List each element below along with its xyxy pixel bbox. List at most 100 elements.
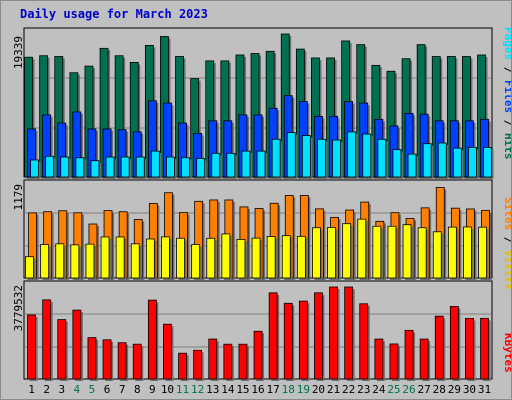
bar-sites-day-7 xyxy=(115,236,125,279)
bar-pages-day-16 xyxy=(256,150,266,178)
bar-sites-day-8 xyxy=(130,243,140,279)
bar-pages-day-3 xyxy=(60,156,70,178)
bar-kbytes-day-28 xyxy=(434,315,444,380)
chart-title: Daily usage for March 2023 xyxy=(20,7,208,21)
bar-kbytes-day-8 xyxy=(132,343,142,380)
bar-sites-day-20 xyxy=(312,227,321,279)
bar-kbytes-day-24 xyxy=(374,338,384,380)
bar-kbytes-day-10 xyxy=(163,323,172,380)
bar-kbytes-day-20 xyxy=(314,292,323,380)
x-tick-label: 4 xyxy=(74,383,81,396)
bar-pages-day-17 xyxy=(271,138,281,178)
bar-sites-day-6 xyxy=(100,236,110,279)
legend-visits: Visits xyxy=(502,250,511,290)
bar-sites-day-29 xyxy=(447,226,457,279)
bar-sites-day-13 xyxy=(206,237,216,279)
x-tick-label: 5 xyxy=(89,383,96,396)
bar-sites-day-1 xyxy=(25,256,34,279)
bar-pages-day-4 xyxy=(75,157,85,178)
bar-kbytes-day-14 xyxy=(223,343,233,380)
bar-kbytes-day-27 xyxy=(419,338,429,380)
bar-pages-day-14 xyxy=(226,152,236,178)
x-tick-label: 15 xyxy=(236,383,249,396)
x-tick-label: 20 xyxy=(312,383,325,396)
x-tick-label: 13 xyxy=(206,383,219,396)
bar-sites-day-11 xyxy=(176,237,185,279)
x-tick-label: 26 xyxy=(402,383,415,396)
bar-sites-day-23 xyxy=(357,218,367,279)
bar-sites-day-17 xyxy=(266,236,276,279)
legend-top: Pages / Files / Hits xyxy=(502,27,511,160)
legend-sites: Sites xyxy=(502,197,511,230)
bar-pages-day-23 xyxy=(362,133,372,178)
x-tick-label: 31 xyxy=(478,383,491,396)
bar-sites-day-2 xyxy=(40,244,50,279)
bar-pages-day-2 xyxy=(45,155,55,178)
x-axis-labels: 1 2 3 4 5 6 7 8 9 10 11 12 13 14 15 16 17 18 19 20 21 22 23 24 2… xyxy=(28,383,491,396)
x-tick-label: 11 xyxy=(176,383,189,396)
bar-kbytes-day-6 xyxy=(102,339,112,380)
bar-sites-day-18 xyxy=(281,235,291,279)
bar-pages-day-26 xyxy=(407,153,417,178)
bar-pages-day-24 xyxy=(377,138,387,178)
bar-kbytes-day-7 xyxy=(117,342,127,380)
bar-pages-day-18 xyxy=(286,132,296,178)
bar-sites-day-22 xyxy=(342,223,352,279)
bar-sites-day-16 xyxy=(251,237,261,279)
ymax-label-bottom: 3779532 xyxy=(12,285,25,331)
bar-pages-day-22 xyxy=(347,131,357,178)
bar-kbytes-day-3 xyxy=(57,319,67,380)
bar-pages-day-29 xyxy=(452,147,462,178)
bar-kbytes-day-22 xyxy=(344,286,354,380)
bar-pages-day-10 xyxy=(166,156,175,178)
bars xyxy=(24,33,494,381)
bar-sites-day-4 xyxy=(70,244,80,279)
bar-pages-day-21 xyxy=(332,139,341,178)
bar-pages-day-25 xyxy=(392,149,402,178)
bar-kbytes-day-9 xyxy=(147,299,157,380)
x-tick-label: 10 xyxy=(161,383,174,396)
bar-pages-day-27 xyxy=(422,143,432,178)
x-tick-label: 8 xyxy=(134,383,141,396)
x-tick-label: 1 xyxy=(28,383,35,396)
bar-kbytes-day-21 xyxy=(329,286,338,380)
bar-sites-day-21 xyxy=(327,227,336,279)
x-tick-label: 21 xyxy=(327,383,340,396)
bar-sites-day-10 xyxy=(161,236,170,279)
legend-sep: / xyxy=(502,230,511,250)
bar-pages-day-30 xyxy=(468,147,477,178)
x-tick-label: 30 xyxy=(463,383,476,396)
bar-sites-day-5 xyxy=(85,243,95,279)
bar-pages-day-7 xyxy=(120,156,130,178)
x-tick-label: 17 xyxy=(267,383,280,396)
bar-kbytes-day-11 xyxy=(178,352,187,380)
bar-kbytes-day-13 xyxy=(208,338,218,380)
bar-kbytes-day-19 xyxy=(298,300,308,380)
bar-kbytes-day-29 xyxy=(449,306,459,380)
bar-sites-day-30 xyxy=(463,226,472,279)
ymax-label-middle: 1179 xyxy=(12,184,25,211)
bar-sites-day-15 xyxy=(236,238,246,279)
bar-sites-day-12 xyxy=(191,244,201,279)
ymax-label-top: 19339 xyxy=(12,36,25,69)
x-tick-label: 28 xyxy=(433,383,446,396)
bar-pages-day-28 xyxy=(437,142,447,178)
x-tick-label: 23 xyxy=(357,383,370,396)
bar-kbytes-day-30 xyxy=(465,317,474,380)
bar-sites-day-31 xyxy=(478,226,487,279)
legend-bottom: KBytes xyxy=(502,333,511,373)
bar-pages-day-6 xyxy=(105,156,115,178)
x-tick-label: 22 xyxy=(342,383,355,396)
bar-sites-day-28 xyxy=(432,231,442,279)
bar-kbytes-day-5 xyxy=(87,337,97,380)
bar-sites-day-14 xyxy=(221,233,231,279)
bar-kbytes-day-25 xyxy=(389,343,399,380)
x-tick-label: 9 xyxy=(149,383,156,396)
x-tick-label: 19 xyxy=(297,383,310,396)
bar-kbytes-day-26 xyxy=(404,329,414,380)
legend-pages: Pages xyxy=(502,27,511,60)
bar-pages-day-12 xyxy=(196,158,206,178)
bar-kbytes-day-23 xyxy=(359,303,369,380)
x-tick-label: 14 xyxy=(221,383,235,396)
